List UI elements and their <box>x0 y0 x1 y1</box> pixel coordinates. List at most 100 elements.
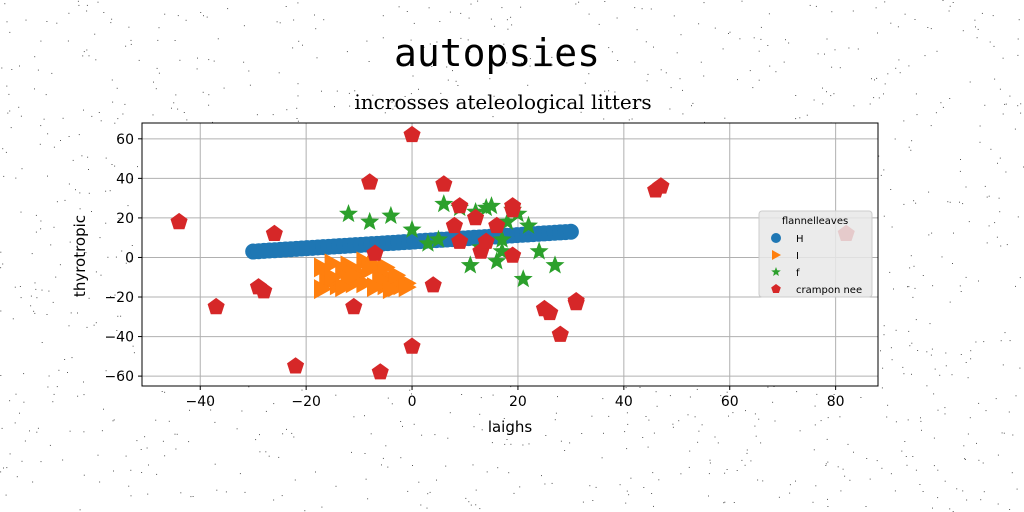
speckle-dot <box>653 505 654 507</box>
speckle-dot <box>20 297 22 299</box>
speckle-dot <box>0 251 2 253</box>
speckle-dot <box>755 435 757 437</box>
speckle-dot <box>1009 340 1011 342</box>
speckle-dot <box>268 455 270 457</box>
speckle-dot <box>99 481 101 483</box>
speckle-dot <box>56 386 58 388</box>
speckle-dot <box>86 4 88 6</box>
data-point <box>445 216 463 234</box>
speckle-dot <box>447 437 449 439</box>
speckle-dot <box>795 118 797 120</box>
speckle-dot <box>14 286 16 288</box>
speckle-dot <box>949 5 951 7</box>
speckle-dot <box>645 416 647 417</box>
speckle-dot <box>304 510 306 512</box>
speckle-dot <box>703 2 705 4</box>
speckle-dot <box>293 19 295 21</box>
speckle-dot <box>975 341 977 343</box>
speckle-dot <box>37 69 39 71</box>
speckle-dot <box>85 252 87 254</box>
data-point <box>314 279 332 300</box>
speckle-dot <box>754 425 756 427</box>
speckle-dot <box>588 13 590 15</box>
speckle-dot <box>676 52 678 54</box>
speckle-dot <box>915 319 917 321</box>
speckle-dot <box>1002 364 1004 366</box>
speckle-dot <box>617 60 619 61</box>
speckle-dot <box>24 440 26 442</box>
speckle-dot <box>69 430 71 432</box>
speckle-dot <box>1009 509 1011 510</box>
speckle-dot <box>890 347 892 349</box>
speckle-dot <box>210 409 212 411</box>
speckle-dot <box>116 330 118 331</box>
speckle-dot <box>241 410 243 412</box>
speckle-dot <box>983 491 985 493</box>
speckle-dot <box>992 15 994 17</box>
speckle-dot <box>400 421 402 422</box>
speckle-dot <box>555 103 557 104</box>
speckle-dot <box>56 201 58 203</box>
speckle-dot <box>688 466 690 468</box>
speckle-dot <box>6 85 8 87</box>
speckle-dot <box>895 329 897 331</box>
speckle-dot <box>202 91 204 93</box>
speckle-dot <box>188 441 190 443</box>
speckle-dot <box>665 72 667 74</box>
speckle-dot <box>153 81 154 83</box>
speckle-dot <box>824 53 825 55</box>
speckle-dot <box>497 467 499 469</box>
speckle-dot <box>959 170 961 172</box>
speckle-dot <box>744 464 746 466</box>
speckle-dot <box>52 301 54 303</box>
speckle-dot <box>112 420 114 422</box>
speckle-dot <box>669 108 671 110</box>
speckle-dot <box>86 49 88 51</box>
speckle-dot <box>407 64 409 66</box>
speckle-dot <box>115 256 117 258</box>
speckle-dot <box>642 437 644 438</box>
speckle-dot <box>364 453 366 454</box>
speckle-dot <box>931 232 933 234</box>
speckle-dot <box>1 67 3 69</box>
speckle-dot <box>940 102 942 104</box>
speckle-dot <box>506 19 508 21</box>
speckle-dot <box>869 478 871 480</box>
speckle-dot <box>323 19 325 21</box>
speckle-dot <box>866 458 868 459</box>
speckle-dot <box>197 57 198 59</box>
speckle-dot <box>348 92 350 94</box>
speckle-dot <box>1019 277 1021 279</box>
speckle-dot <box>180 492 182 494</box>
speckle-dot <box>890 189 892 190</box>
speckle-dot <box>105 157 107 159</box>
speckle-dot <box>507 28 509 30</box>
speckle-dot <box>591 415 593 417</box>
speckle-dot <box>60 140 61 141</box>
speckle-dot <box>986 196 988 198</box>
speckle-dot <box>581 433 583 434</box>
speckle-dot <box>162 440 164 442</box>
speckle-dot <box>767 45 769 46</box>
speckle-dot <box>930 354 932 356</box>
speckle-dot <box>510 16 512 18</box>
speckle-dot <box>64 359 66 360</box>
data-point <box>487 251 507 270</box>
speckle-dot <box>634 61 636 63</box>
data-point <box>366 244 384 261</box>
speckle-dot <box>489 78 491 80</box>
x-axis-label: laighs <box>488 418 533 436</box>
legend-marker <box>772 250 781 260</box>
speckle-dot <box>87 156 89 158</box>
speckle-dot <box>928 191 930 193</box>
speckle-dot <box>682 89 683 91</box>
speckle-dot <box>974 19 976 21</box>
speckle-dot <box>983 341 985 343</box>
speckle-dot <box>689 396 691 398</box>
speckle-dot <box>47 386 49 388</box>
speckle-dot <box>886 416 888 418</box>
speckle-dot <box>446 66 448 68</box>
speckle-dot <box>168 420 170 422</box>
speckle-dot <box>814 405 816 407</box>
speckle-dot <box>985 410 987 412</box>
